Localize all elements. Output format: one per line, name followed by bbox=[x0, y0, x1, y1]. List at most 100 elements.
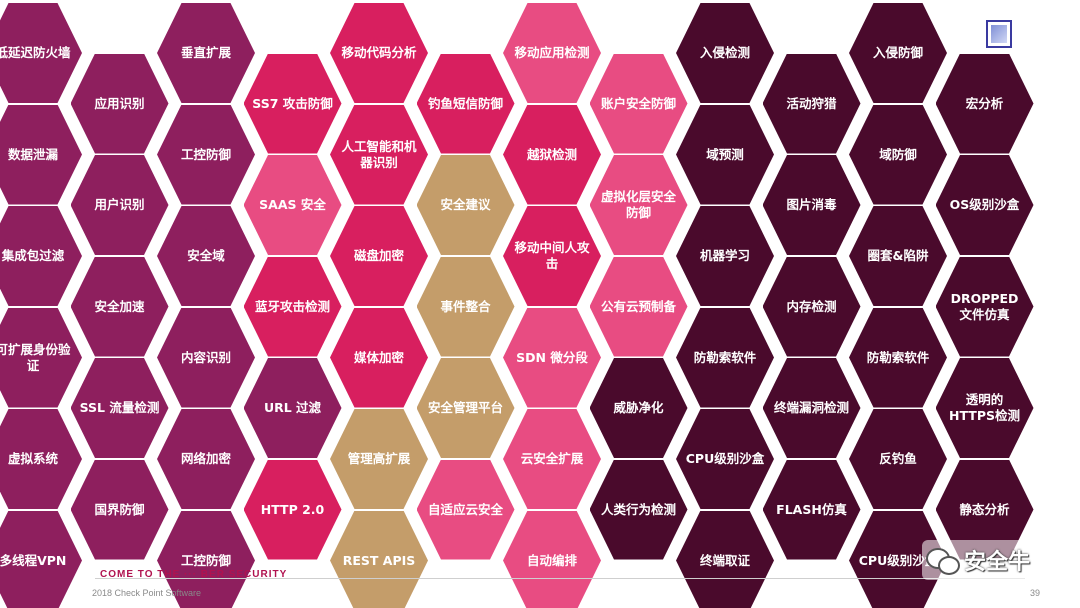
hex-label: DROPPED 文件仿真 bbox=[950, 290, 1019, 322]
hex-label: 自适应云安全 bbox=[427, 501, 503, 517]
hex-cell: 账户安全防御 bbox=[589, 53, 688, 154]
hex-cell: 安全加速 bbox=[70, 256, 169, 357]
hex-label: 垂直扩展 bbox=[180, 45, 231, 60]
hex-cell: 虚拟系统 bbox=[0, 409, 82, 509]
hex-cell: 内容识别 bbox=[157, 307, 255, 408]
hex-cell: 虚拟化层安全防御 bbox=[589, 155, 688, 255]
hex-label: 安全加速 bbox=[94, 298, 145, 314]
hex-cell: 威胁净化 bbox=[589, 358, 688, 458]
hex-cell: 安全建议 bbox=[416, 155, 515, 255]
hex-label: 域防御 bbox=[879, 146, 917, 162]
hex-cell: 内存检测 bbox=[762, 256, 861, 357]
hex-cell: 多线程VPN bbox=[0, 510, 82, 608]
hex-label: 静态分析 bbox=[959, 501, 1010, 517]
hex-cell: 移动应用检测 bbox=[503, 3, 601, 103]
hex-label: 应用识别 bbox=[94, 95, 145, 111]
hex-label: 用户识别 bbox=[94, 197, 145, 212]
hex-cell: 磁盘加密 bbox=[330, 206, 428, 306]
hex-label: 钓鱼短信防御 bbox=[427, 95, 503, 111]
hex-label: 内容识别 bbox=[180, 349, 231, 365]
hex-label: 安全建议 bbox=[440, 197, 491, 212]
hex-label: 管理高扩展 bbox=[347, 451, 411, 466]
hex-label: 图片消毒 bbox=[786, 197, 837, 212]
hex-cell: 圈套&陷阱 bbox=[849, 206, 947, 306]
hex-label: 工控防御 bbox=[180, 552, 231, 568]
hex-cell: 蓝牙攻击检测 bbox=[243, 256, 342, 357]
hex-cell: 人类行为检测 bbox=[589, 459, 688, 560]
hex-label: 公有云预制备 bbox=[600, 298, 676, 314]
hex-cell: 安全域 bbox=[157, 206, 255, 306]
hex-cell: 入侵检测 bbox=[676, 3, 774, 103]
hex-label: 宏分析 bbox=[965, 95, 1004, 111]
hex-label: 人类行为检测 bbox=[600, 501, 676, 517]
hex-cell: 终端漏洞检测 bbox=[762, 358, 861, 458]
hex-label: SSL 流量检测 bbox=[79, 400, 160, 415]
hex-cell: 越狱检测 bbox=[503, 104, 601, 205]
hex-label: HTTP 2.0 bbox=[260, 501, 325, 517]
hex-cell: 用户识别 bbox=[70, 155, 169, 255]
hex-cell: 防勒索软件 bbox=[676, 307, 774, 408]
hex-label: 集成包过滤 bbox=[1, 248, 65, 263]
hex-label: 国界防御 bbox=[94, 501, 145, 517]
hex-cell: 反钓鱼 bbox=[849, 409, 947, 509]
hex-label: 防勒索软件 bbox=[693, 349, 757, 365]
hex-label: CPU级别沙盒 bbox=[685, 451, 765, 466]
hex-cell: 域预测 bbox=[676, 104, 774, 205]
hex-label: 圈套&陷阱 bbox=[867, 248, 929, 263]
hex-label: 移动代码分析 bbox=[341, 45, 417, 60]
hex-cell: URL 过滤 bbox=[243, 358, 342, 458]
hex-cell: 终端取证 bbox=[676, 510, 774, 608]
hex-label: 虚拟系统 bbox=[7, 451, 58, 466]
hex-label: 入侵防御 bbox=[872, 45, 923, 60]
hex-label: 磁盘加密 bbox=[353, 248, 404, 263]
hex-cell: 云安全扩展 bbox=[503, 409, 601, 509]
hex-cell: 工控防御 bbox=[157, 104, 255, 205]
hex-label: 蓝牙攻击检测 bbox=[254, 298, 330, 314]
hex-label: 终端漏洞检测 bbox=[773, 400, 849, 415]
hex-cell: CPU级别沙盒 bbox=[676, 409, 774, 509]
hex-cell: 集成包过滤 bbox=[0, 206, 82, 306]
hex-cell: SS7 攻击防御 bbox=[243, 53, 342, 154]
footer-divider bbox=[95, 578, 1025, 579]
hex-label: 安全域 bbox=[187, 248, 225, 263]
hex-cell: 垂直扩展 bbox=[157, 3, 255, 103]
hex-cell: 机器学习 bbox=[676, 206, 774, 306]
hex-cell: 移动中间人攻击 bbox=[503, 206, 601, 306]
hex-cell: SSL 流量检测 bbox=[70, 358, 169, 458]
footer-copyright: 2018 Check Point Software bbox=[92, 588, 202, 598]
hex-label: 防勒索软件 bbox=[866, 349, 930, 365]
watermark: 安全牛 bbox=[922, 540, 1039, 580]
hex-label: 内存检测 bbox=[786, 298, 837, 314]
hex-label: OS级别沙盒 bbox=[949, 197, 1020, 212]
hex-label: 终端取证 bbox=[699, 552, 750, 568]
hex-label: 威胁净化 bbox=[613, 400, 664, 415]
hex-cell: 域防御 bbox=[849, 104, 947, 205]
hex-label: 移动应用检测 bbox=[514, 45, 590, 60]
hex-label: 越狱检测 bbox=[526, 146, 577, 162]
hex-cell: 低延迟防火墙 bbox=[0, 3, 82, 103]
hex-label: 低延迟防火墙 bbox=[0, 45, 71, 60]
hex-cell: 钓鱼短信防御 bbox=[416, 53, 515, 154]
hex-label: URL 过滤 bbox=[263, 400, 322, 415]
footer-welcome: COME TO THE ··· BER SECURITY bbox=[100, 569, 288, 580]
hex-label: 机器学习 bbox=[699, 248, 750, 263]
hex-cell: 图片消毒 bbox=[762, 155, 861, 255]
hex-label: 活动狩猎 bbox=[786, 95, 837, 111]
hex-label: SDN 微分段 bbox=[516, 349, 588, 365]
hex-cell: 人工智能和机器识别 bbox=[330, 104, 428, 205]
hex-label: 事件整合 bbox=[440, 298, 491, 314]
hex-cell: OS级别沙盒 bbox=[935, 155, 1034, 255]
hex-cell: 自动编排 bbox=[503, 510, 601, 608]
hex-label: 多线程VPN bbox=[0, 552, 67, 568]
hex-label: 媒体加密 bbox=[353, 349, 404, 365]
hex-label: 工控防御 bbox=[180, 146, 231, 162]
hex-label: 账户安全防御 bbox=[600, 95, 676, 111]
hex-label: 自动编排 bbox=[526, 552, 577, 568]
hex-cell: 数据泄漏 bbox=[0, 104, 82, 205]
hex-cell: 安全管理平台 bbox=[416, 358, 515, 458]
badge-logo-icon bbox=[986, 20, 1012, 48]
hex-label: REST APIS bbox=[342, 552, 416, 568]
hex-label: 云安全扩展 bbox=[520, 451, 584, 466]
hex-cell: 防勒索软件 bbox=[849, 307, 947, 408]
hex-label: 移动中间人攻击 bbox=[514, 240, 590, 271]
